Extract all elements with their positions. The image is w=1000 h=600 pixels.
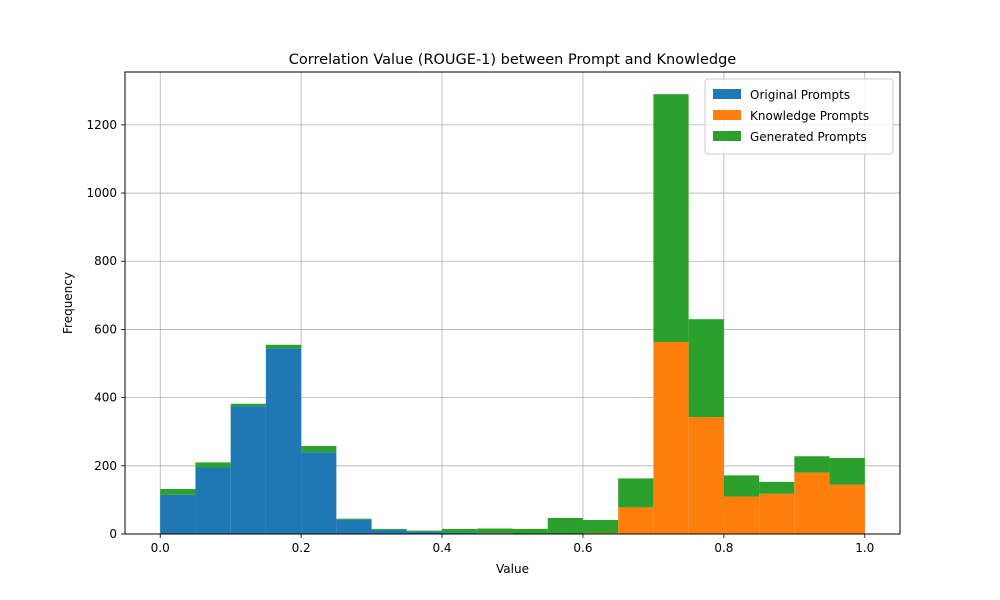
bar-generated-prompts <box>688 319 724 418</box>
legend-swatch <box>713 89 741 99</box>
bar-generated-prompts <box>230 403 266 407</box>
x-axis-label: Value <box>496 562 529 576</box>
x-tick-label: 1.0 <box>855 541 874 555</box>
bar-original-prompts <box>336 519 372 534</box>
x-tick-label: 0.8 <box>714 541 733 555</box>
legend-swatch <box>713 131 741 141</box>
bar-original-prompts <box>442 532 478 534</box>
x-tick-label: 0.6 <box>573 541 592 555</box>
bar-generated-prompts <box>723 475 760 497</box>
bar-knowledge-prompts <box>688 417 724 534</box>
bar-generated-prompts <box>794 456 830 473</box>
legend-label: Generated Prompts <box>750 130 867 144</box>
y-axis-label: Frequency <box>61 272 75 334</box>
bar-original-prompts <box>301 452 337 534</box>
bar-generated-prompts <box>265 344 302 349</box>
y-tick-label: 1200 <box>86 118 117 132</box>
legend-box <box>704 78 894 155</box>
y-tick-label: 200 <box>94 459 117 473</box>
bar-generated-prompts <box>301 446 337 453</box>
axis-ticks: 0.0 0.2 0.4 0.6 0.8 1.0 0 200 400 600 800 1000 1200 <box>86 118 874 555</box>
y-tick-label: 1000 <box>86 186 117 200</box>
bar-original-prompts <box>230 406 266 534</box>
x-tick-label: 0.2 <box>292 541 311 555</box>
bar-generated-prompts <box>336 518 372 520</box>
legend-label: Original Prompts <box>750 88 850 102</box>
legend-label: Knowledge Prompts <box>750 109 869 123</box>
bar-original-prompts <box>265 348 302 534</box>
bar-generated-prompts <box>759 481 795 494</box>
bar-generated-prompts <box>582 520 619 533</box>
y-tick-label: 800 <box>94 254 117 268</box>
bar-generated-prompts <box>829 457 865 485</box>
chart-title: Correlation Value (ROUGE-1) between Prom… <box>289 52 736 68</box>
bar-knowledge-prompts <box>618 507 654 534</box>
legend-swatch <box>713 110 741 120</box>
bar-generated-prompts <box>653 94 689 343</box>
bar-original-prompts <box>195 467 231 534</box>
bar-generated-prompts <box>618 478 654 508</box>
bar-generated-prompts <box>160 488 196 495</box>
bar-knowledge-prompts <box>829 484 865 534</box>
bar-original-prompts <box>371 529 407 534</box>
bar-generated-prompts <box>195 462 231 468</box>
bar-knowledge-prompts <box>582 532 619 534</box>
bar-generated-prompts <box>371 528 407 530</box>
x-tick-label: 0.0 <box>151 541 170 555</box>
legend: Original Prompts Knowledge Prompts Generat… <box>704 78 894 155</box>
bar-knowledge-prompts <box>723 496 760 534</box>
bar-knowledge-prompts <box>759 493 795 534</box>
bar-generated-prompts <box>442 528 478 533</box>
y-tick-label: 600 <box>94 322 117 336</box>
plot-frame <box>124 71 901 535</box>
bar-generated-prompts <box>512 528 548 534</box>
bars <box>160 94 865 534</box>
bar-knowledge-prompts <box>653 342 689 534</box>
bar-knowledge-prompts <box>794 472 830 534</box>
y-tick-label: 0 <box>109 527 117 541</box>
bar-generated-prompts <box>477 528 513 534</box>
bar-generated-prompts <box>547 517 583 534</box>
bar-generated-prompts <box>406 530 443 532</box>
x-tick-label: 0.4 <box>432 541 451 555</box>
bar-original-prompts <box>406 531 443 534</box>
bar-original-prompts <box>160 494 196 534</box>
y-tick-label: 400 <box>94 391 117 405</box>
